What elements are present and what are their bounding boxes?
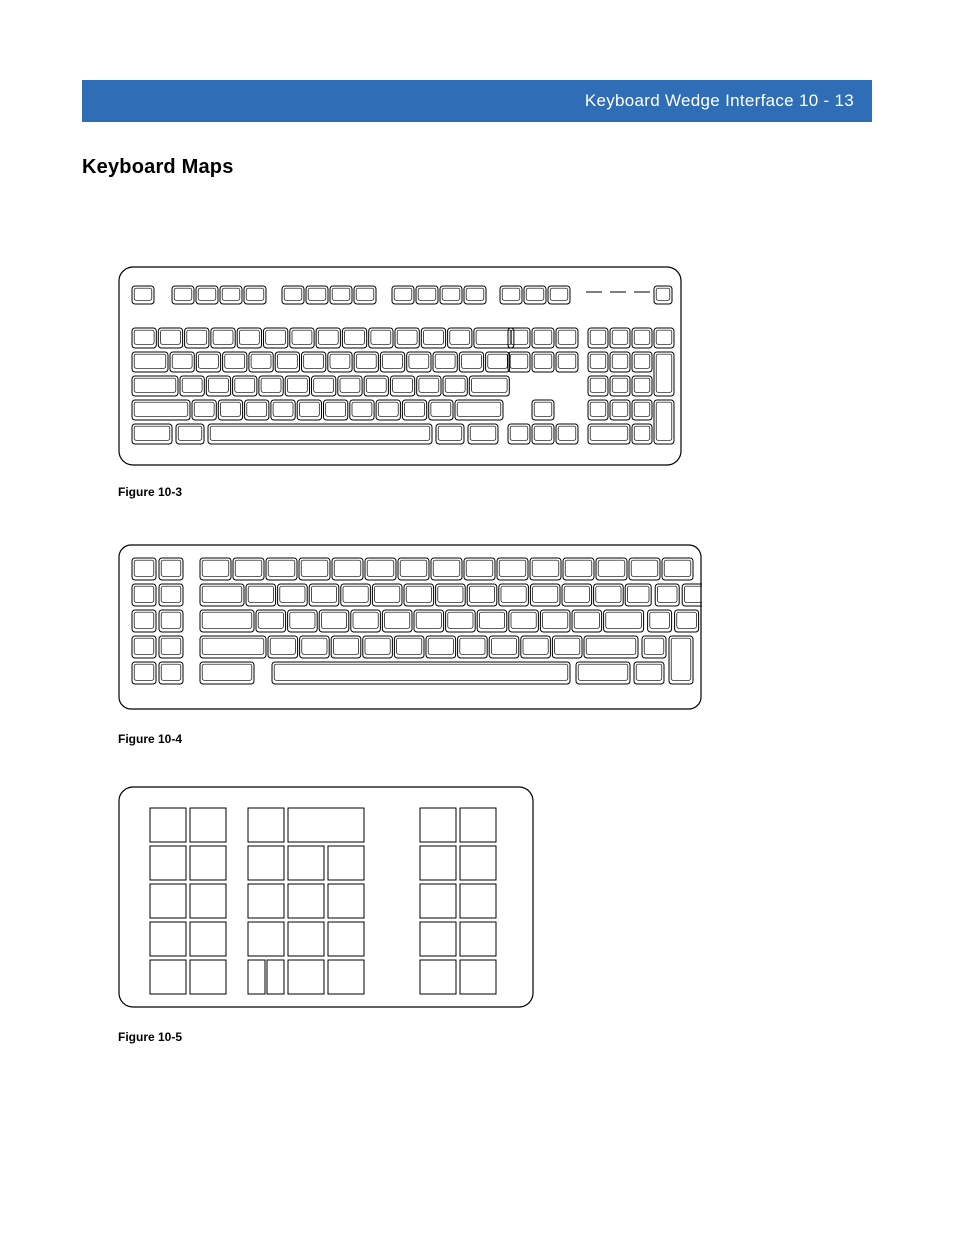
figure-10-5-keyboard	[118, 786, 534, 1008]
header-title: Keyboard Wedge Interface 10 - 13	[585, 91, 854, 111]
figure-10-5-caption: Figure 10-5	[118, 1030, 182, 1044]
figure-10-4-caption: Figure 10-4	[118, 732, 182, 746]
section-title: Keyboard Maps	[82, 156, 234, 179]
page: Keyboard Wedge Interface 10 - 13 Keyboar…	[0, 0, 954, 1235]
header-bar: Keyboard Wedge Interface 10 - 13	[82, 80, 872, 122]
figure-10-4-keyboard	[118, 544, 702, 710]
figure-10-3-caption: Figure 10-3	[118, 485, 182, 499]
figure-10-3-keyboard	[118, 266, 682, 466]
